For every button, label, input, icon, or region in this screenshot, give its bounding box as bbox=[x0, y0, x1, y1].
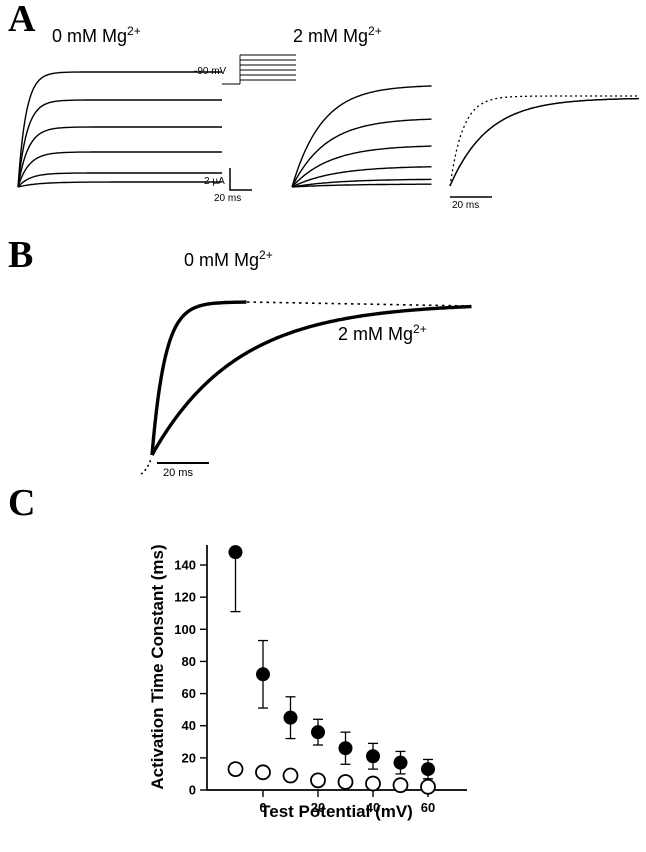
panel-a-right-title-text: 2 mM Mg bbox=[293, 26, 369, 46]
panel-c-label: C bbox=[8, 482, 36, 524]
y-tick-label: 20 bbox=[182, 750, 196, 765]
trace-a-mid bbox=[291, 166, 432, 188]
trace-a-left bbox=[17, 126, 222, 188]
trace-a-left bbox=[17, 151, 222, 188]
trace-a-mid bbox=[291, 145, 432, 188]
panel-b-label: B bbox=[8, 234, 34, 276]
current-scalebar-label: 2 µA bbox=[204, 176, 225, 187]
trace-a-right-solid bbox=[449, 97, 639, 187]
x-tick-label: 60 bbox=[421, 800, 435, 815]
chart-axes bbox=[206, 545, 467, 791]
data-point-filled bbox=[256, 667, 270, 682]
panel-b-trace2-text: 2 mM Mg bbox=[338, 324, 414, 344]
y-tick-label: 120 bbox=[174, 590, 196, 605]
data-point-filled bbox=[393, 755, 408, 770]
y-tick-label: 40 bbox=[182, 718, 196, 733]
x-tick-label: 0 bbox=[259, 800, 266, 815]
data-point-filled bbox=[311, 725, 325, 740]
data-point-filled bbox=[366, 749, 380, 764]
trace-a-mid bbox=[291, 183, 432, 188]
data-point-filled bbox=[228, 545, 243, 560]
protocol-voltage-label: -90 mV bbox=[194, 66, 227, 77]
time-scalebar-label-a: 20 ms bbox=[214, 193, 242, 204]
trace-b-start-dotted bbox=[140, 458, 152, 475]
x-tick-label: 40 bbox=[366, 800, 380, 815]
y-tick-label: 80 bbox=[182, 654, 196, 669]
x-axis-title: Test Potential (mV) bbox=[260, 802, 413, 821]
panel-a-left-title: 0 mM Mg2+ bbox=[52, 24, 141, 47]
trace-b-slow bbox=[150, 304, 472, 456]
data-point-open bbox=[392, 777, 409, 794]
data-point-open bbox=[227, 761, 244, 778]
panel-a-left-title-sup: 2+ bbox=[127, 24, 141, 38]
trace-a-left bbox=[17, 181, 222, 188]
panel-b-trace1-sup: 2+ bbox=[259, 248, 273, 262]
time-scalebar-label-a-right: 20 ms bbox=[452, 200, 480, 211]
trace-a-left bbox=[17, 99, 222, 188]
trace-a-mid bbox=[291, 85, 432, 188]
trace-b-fast bbox=[150, 300, 247, 456]
data-point-filled bbox=[338, 741, 353, 756]
data-point-open bbox=[282, 767, 299, 784]
x-tick-label: 20 bbox=[311, 800, 325, 815]
panel-b-trace1-text: 0 mM Mg bbox=[184, 250, 260, 270]
data-point-filled bbox=[283, 710, 298, 725]
data-point-open bbox=[365, 775, 381, 792]
trace-a-mid bbox=[291, 118, 432, 188]
panel-b-trace2-sup: 2+ bbox=[413, 322, 427, 336]
panel-a-label: A bbox=[8, 0, 36, 40]
voltage-protocol-inset bbox=[222, 54, 296, 85]
data-point-open bbox=[255, 764, 271, 781]
panel-a-left-title-text: 0 mM Mg bbox=[52, 26, 128, 46]
data-point-open bbox=[337, 774, 354, 790]
y-tick-label: 0 bbox=[189, 783, 196, 798]
data-point-open bbox=[420, 778, 436, 795]
y-tick-label: 60 bbox=[182, 686, 196, 701]
y-axis-title: Activation Time Constant (ms) bbox=[148, 544, 167, 790]
trace-a-left bbox=[17, 172, 222, 188]
y-tick-label: 140 bbox=[174, 558, 196, 573]
scalebar-a bbox=[229, 168, 252, 191]
y-tick-label: 100 bbox=[174, 622, 196, 637]
trace-b-fast-dotted-tail bbox=[246, 301, 473, 307]
panel-b-trace1-label: 0 mM Mg2+ bbox=[184, 248, 273, 271]
trace-a-right-dotted bbox=[449, 95, 639, 187]
panel-a-right-title-sup: 2+ bbox=[368, 24, 382, 38]
time-scalebar-label-b: 20 ms bbox=[163, 467, 193, 479]
data-point-open bbox=[310, 772, 326, 789]
panel-b-trace2-label: 2 mM Mg2+ bbox=[338, 322, 427, 345]
trace-a-left bbox=[17, 71, 222, 188]
panel-a-right-title: 2 mM Mg2+ bbox=[293, 24, 382, 47]
data-point-filled bbox=[421, 762, 435, 777]
trace-a-mid bbox=[291, 178, 432, 188]
